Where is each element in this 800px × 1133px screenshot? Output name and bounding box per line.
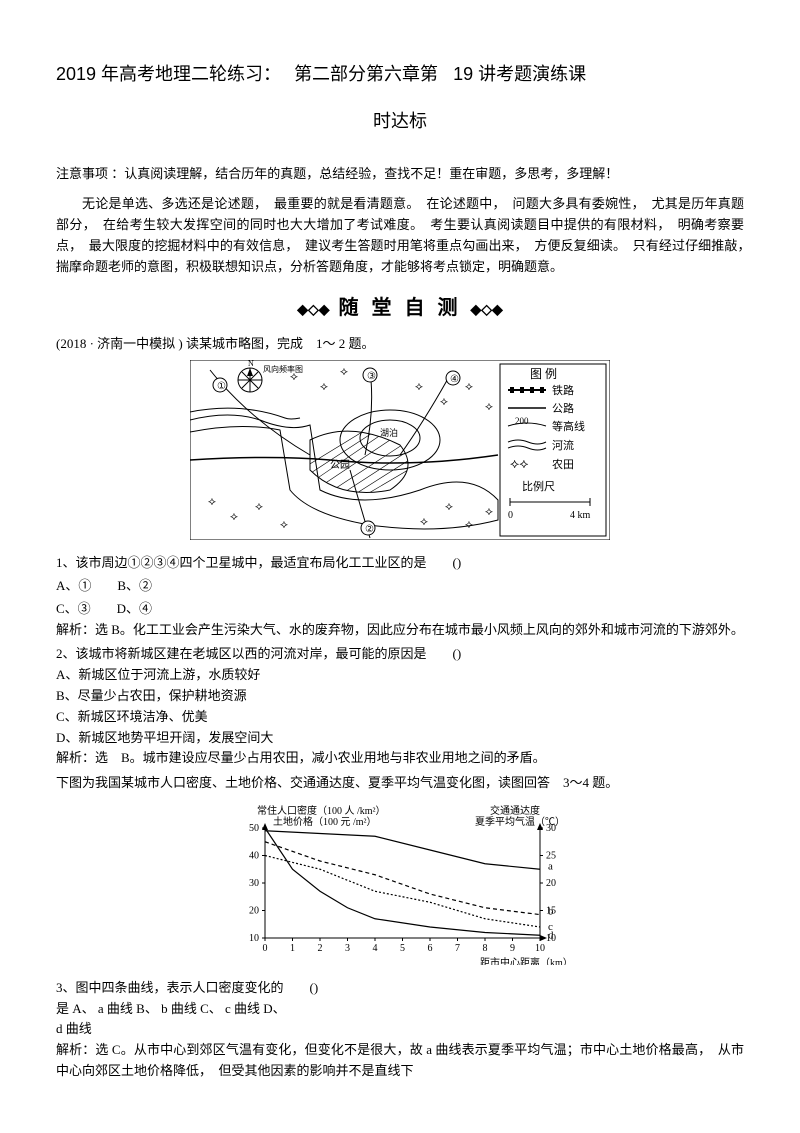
svg-text:3: 3 bbox=[345, 943, 350, 954]
svg-text:⟡: ⟡ bbox=[415, 379, 423, 393]
svg-text:湖泊: 湖泊 bbox=[380, 428, 398, 438]
svg-text:④: ④ bbox=[450, 374, 459, 385]
svg-text:5: 5 bbox=[400, 943, 405, 954]
q3-opts: 是 A、 a 曲线 B、 b 曲线 C、 c 曲线 D、 bbox=[56, 999, 744, 1020]
svg-text:7: 7 bbox=[455, 943, 460, 954]
svg-text:⟡: ⟡ bbox=[255, 499, 263, 513]
q2-opt-a: A、新城区位于河流上游，水质较好 bbox=[56, 665, 744, 686]
q2-opt-d: D、新城区地势平坦开阔，发展空间大 bbox=[56, 728, 744, 749]
svg-text:50: 50 bbox=[249, 823, 259, 834]
diamond-decoration-left: ◆◇◆ bbox=[297, 303, 329, 318]
svg-text:⟡: ⟡ bbox=[465, 379, 473, 393]
title-p1: 2019 年高考地理二轮练习： bbox=[56, 64, 281, 84]
svg-text:⟡: ⟡ bbox=[465, 517, 473, 531]
q1-opts-1: A、① B、② bbox=[56, 576, 744, 597]
svg-text:⟡: ⟡ bbox=[420, 514, 428, 528]
svg-text:夏季平均气温（℃）: 夏季平均气温（℃） bbox=[475, 815, 565, 828]
svg-text:10: 10 bbox=[535, 943, 545, 954]
svg-text:②: ② bbox=[365, 524, 374, 535]
svg-text:⟡: ⟡ bbox=[320, 379, 328, 393]
svg-text:200: 200 bbox=[515, 416, 529, 426]
svg-text:6: 6 bbox=[428, 943, 433, 954]
svg-text:⟡: ⟡ bbox=[445, 499, 453, 513]
svg-text:30: 30 bbox=[249, 878, 259, 889]
page-title: 2019 年高考地理二轮练习： 第二部分第六章第 19 讲考题演练课 bbox=[56, 60, 744, 89]
svg-text:公路: 公路 bbox=[552, 402, 574, 415]
svg-text:⟡: ⟡ bbox=[485, 399, 493, 413]
svg-text:N: N bbox=[248, 360, 254, 368]
svg-text:①: ① bbox=[217, 381, 226, 392]
q1-opts-2: C、③ D、④ bbox=[56, 599, 744, 620]
pre-q34-text: 下图为我国某城市人口密度、土地价格、交通通达度、夏季平均气温变化图，读图回答 3… bbox=[56, 773, 744, 794]
svg-text:距市中心距离（km）: 距市中心距离（km） bbox=[480, 956, 573, 965]
main-paragraph: 无论是单选、多选还是论述题， 最重要的就是看清题意。 在论述题中， 问题大多具有… bbox=[56, 194, 744, 277]
svg-text:40: 40 bbox=[249, 850, 259, 861]
q1-answer: 解析：选 B。化工工业会产生污染大气、水的废弃物，因此应分布在城市最小风频上风向… bbox=[56, 620, 744, 641]
svg-text:⟡: ⟡ bbox=[485, 504, 493, 518]
q2-answer: 解析：选 B。城市建设应尽量少占用农田，减小农业用地与非农业用地之间的矛盾。 bbox=[56, 748, 744, 769]
legend-title: 图 例 bbox=[530, 367, 557, 381]
q3-opt-last: d 曲线 bbox=[56, 1019, 744, 1040]
svg-text:⟡: ⟡ bbox=[230, 509, 238, 523]
q2-stem: 2、该城市将新城区建在老城区以西的河流对岸，最可能的原因是 () bbox=[56, 644, 744, 665]
svg-text:土地价格（100 元 /m²）: 土地价格（100 元 /m²） bbox=[273, 815, 377, 828]
svg-text:河流: 河流 bbox=[552, 438, 574, 452]
svg-text:b: b bbox=[548, 906, 554, 918]
q1-stem: 1、该市周边①②③④四个卫星城中，最适宜布局化工工业区的是 () bbox=[56, 553, 744, 574]
svg-text:8: 8 bbox=[483, 943, 488, 954]
title-p3: 19 讲考题演练课 bbox=[453, 64, 586, 84]
svg-text:常住人口密度（100 人 /km²）: 常住人口密度（100 人 /km²） bbox=[257, 804, 386, 817]
city-map-figure: 图 例 铁路 公路 200 等高线 河流 ⟡⟡ 农田 比例尺 0 4 km 公园… bbox=[56, 360, 744, 547]
svg-text:⟡: ⟡ bbox=[280, 517, 288, 531]
title-p2: 第二部分第六章第 bbox=[294, 64, 438, 84]
svg-text:交通通达度: 交通通达度 bbox=[490, 804, 540, 817]
svg-text:农田: 农田 bbox=[552, 457, 574, 471]
svg-text:铁路: 铁路 bbox=[552, 384, 574, 397]
svg-text:0: 0 bbox=[263, 943, 268, 954]
svg-text:a: a bbox=[548, 860, 553, 872]
svg-text:4: 4 bbox=[373, 943, 378, 954]
svg-text:③: ③ bbox=[367, 371, 376, 382]
svg-text:1: 1 bbox=[290, 943, 295, 954]
diamond-decoration-right: ◆◇◆ bbox=[471, 303, 503, 318]
pre-q1-text: (2018 · 济南一中模拟 ) 读某城市略图，完成 1～ 2 题。 bbox=[56, 334, 744, 355]
svg-text:20: 20 bbox=[546, 878, 556, 889]
svg-text:⟡: ⟡ bbox=[440, 394, 448, 408]
svg-text:⟡: ⟡ bbox=[290, 369, 298, 383]
subtitle: 时达标 bbox=[56, 107, 744, 136]
svg-text:2: 2 bbox=[318, 943, 323, 954]
svg-text:等高线: 等高线 bbox=[552, 419, 585, 433]
q2-opt-c: C、新城区环境洁净、优美 bbox=[56, 707, 744, 728]
svg-text:4 km: 4 km bbox=[570, 510, 591, 521]
svg-text:0: 0 bbox=[508, 510, 513, 521]
banner-text: 随 堂 自 测 bbox=[339, 297, 462, 319]
section-banner: ◆◇◆ 随 堂 自 测 ◆◇◆ bbox=[56, 292, 744, 324]
svg-text:9: 9 bbox=[510, 943, 515, 954]
svg-text:⟡⟡: ⟡⟡ bbox=[510, 457, 529, 472]
note-paragraph: 注意事项 ：认真阅读理解，结合历年的真题，总结经验，查找不足！重在审题，多思考，… bbox=[56, 164, 744, 185]
svg-text:比例尺: 比例尺 bbox=[522, 479, 555, 493]
svg-text:⟡: ⟡ bbox=[340, 364, 348, 378]
svg-text:20: 20 bbox=[249, 905, 259, 916]
line-chart-figure: 10203040501015202530012345678910常住人口密度（1… bbox=[56, 800, 744, 972]
q2-opt-b: B、尽量少占农田，保护耕地资源 bbox=[56, 686, 744, 707]
q3-answer: 解析：选 C。从市中心到郊区气温有变化，但变化不是很大，故 a 曲线表示夏季平均… bbox=[56, 1040, 744, 1082]
svg-text:d: d bbox=[548, 929, 554, 941]
q3-stem: 3、图中四条曲线，表示人口密度变化的 () bbox=[56, 978, 744, 999]
svg-text:10: 10 bbox=[249, 933, 259, 944]
svg-text:⟡: ⟡ bbox=[208, 494, 216, 508]
